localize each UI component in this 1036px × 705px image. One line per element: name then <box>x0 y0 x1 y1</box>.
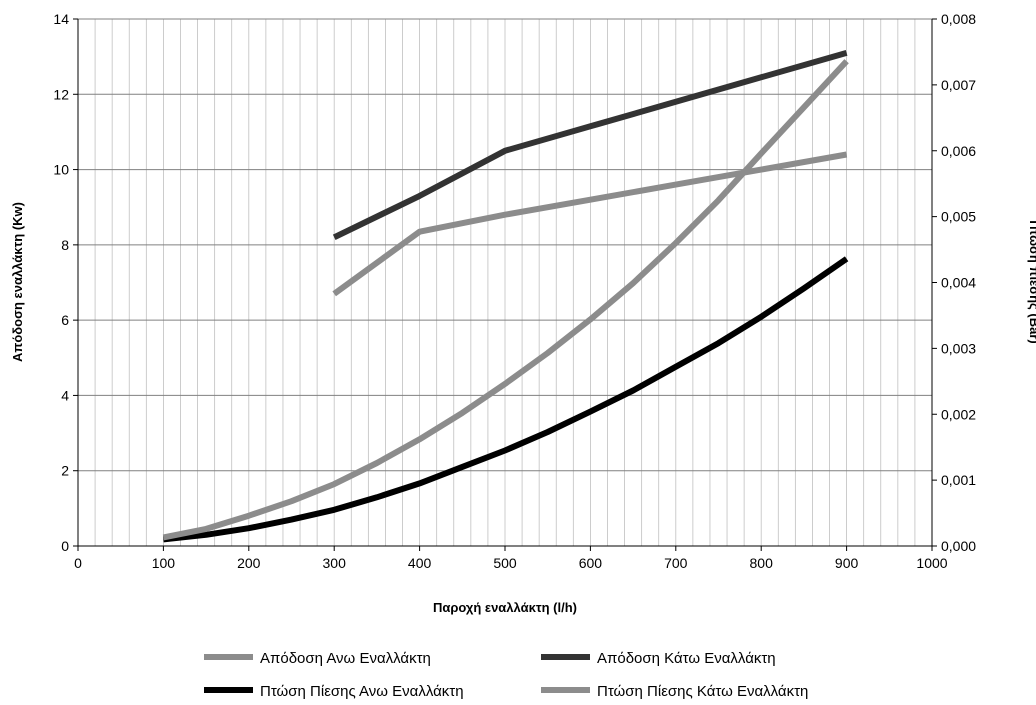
x-tick-label: 700 <box>664 555 688 571</box>
legend-label-4: Πτώση Πίεσης Κάτω Εναλλάκτη <box>597 683 808 700</box>
legend-label-3: Πτώση Πίεσης Ανω Εναλλάκτη <box>260 683 464 700</box>
axes <box>73 18 937 551</box>
series-line-4 <box>162 59 849 541</box>
y-tick-label: 2 <box>61 463 69 479</box>
y2-tick-label: 0,000 <box>941 538 976 554</box>
y2-tick-label: 0,006 <box>941 143 976 159</box>
x-tick-label: 1000 <box>916 555 947 571</box>
series-line-2 <box>332 50 848 240</box>
x-tick-label: 100 <box>152 555 176 571</box>
legend-label-1: Απόδοση Ανω Εναλλάκτη <box>260 650 431 667</box>
x-tick-label: 800 <box>750 555 774 571</box>
y2-tick-label: 0,007 <box>941 77 976 93</box>
y2-tick-label: 0,003 <box>941 340 976 356</box>
y2-tick-label: 0,005 <box>941 209 976 225</box>
grid-lines <box>78 19 932 546</box>
tick-labels: 0 100 200 300 400 500 600 700 800 900 1000 0 2 4 6 8 10 1… <box>53 11 976 571</box>
y-tick-label: 8 <box>61 237 69 253</box>
y2-axis-title: Πτώση πίεσης (Bar) <box>1027 220 1036 344</box>
y-tick-label: 6 <box>61 312 69 328</box>
x-tick-label: 500 <box>493 555 517 571</box>
y-tick-label: 12 <box>53 86 69 102</box>
series-line-1 <box>332 151 848 297</box>
x-tick-label: 200 <box>237 555 261 571</box>
y2-tick-label: 0,002 <box>941 406 976 422</box>
y2-tick-label: 0,008 <box>941 11 976 27</box>
x-tick-label: 400 <box>408 555 432 571</box>
x-axis-title: Παροχή εναλλάκτη (l/h) <box>433 600 577 615</box>
legend: Απόδοση Ανω Εναλλάκτη Απόδοση Κάτω Εναλλά… <box>204 650 808 700</box>
y-tick-label: 14 <box>53 11 69 27</box>
y-tick-label: 0 <box>61 538 69 554</box>
series-group <box>162 50 849 543</box>
y2-tick-label: 0,004 <box>941 275 976 291</box>
y-tick-label: 4 <box>61 387 69 403</box>
x-tick-label: 600 <box>579 555 603 571</box>
y-tick-label: 10 <box>53 162 69 178</box>
x-tick-label: 900 <box>835 555 859 571</box>
x-tick-label: 0 <box>74 555 82 571</box>
x-tick-label: 300 <box>323 555 347 571</box>
y2-tick-label: 0,001 <box>941 472 976 488</box>
legend-label-2: Απόδοση Κάτω Εναλλάκτη <box>597 650 776 667</box>
series-line-3 <box>163 256 849 543</box>
y-axis-title: Απόδοση εναλλάκτη (Kw) <box>10 202 25 362</box>
